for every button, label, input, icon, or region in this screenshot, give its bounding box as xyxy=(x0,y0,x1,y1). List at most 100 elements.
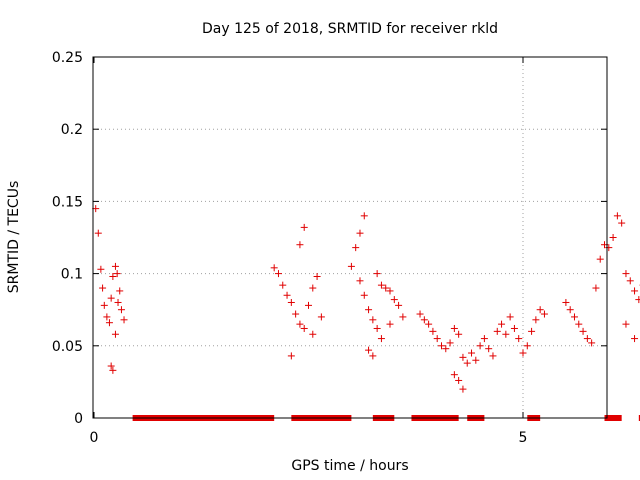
data-point xyxy=(450,371,458,379)
data-point xyxy=(622,270,630,278)
data-point xyxy=(570,313,578,321)
data-point xyxy=(631,335,639,343)
data-point xyxy=(352,244,360,252)
data-point xyxy=(472,356,480,364)
data-point xyxy=(459,353,467,361)
data-point xyxy=(536,306,544,314)
data-point xyxy=(274,270,282,278)
data-point xyxy=(99,284,107,292)
data-point xyxy=(498,320,506,328)
data-point xyxy=(618,219,626,227)
data-point xyxy=(107,294,115,302)
data-point xyxy=(107,362,115,370)
y-tick-label: 0.15 xyxy=(52,194,83,210)
y-tick-label: 0.25 xyxy=(52,50,83,66)
y-tick-label: 0.2 xyxy=(61,122,83,138)
data-point xyxy=(309,284,317,292)
data-point xyxy=(540,310,548,318)
data-point xyxy=(476,342,484,350)
data-point xyxy=(566,306,574,314)
data-point xyxy=(369,316,377,324)
data-point xyxy=(386,287,394,295)
axis-ticks xyxy=(93,56,607,419)
data-point xyxy=(292,310,300,318)
data-point xyxy=(377,281,385,289)
data-point xyxy=(283,291,291,299)
data-point xyxy=(596,255,604,263)
data-point xyxy=(463,359,471,367)
data-point xyxy=(613,212,621,220)
data-point xyxy=(120,316,128,324)
data-point xyxy=(399,313,407,321)
data-point xyxy=(360,212,368,220)
data-point xyxy=(309,330,317,338)
data-point xyxy=(468,349,476,357)
data-point xyxy=(528,327,536,335)
data-point xyxy=(111,262,119,270)
data-point xyxy=(575,320,583,328)
data-point xyxy=(356,229,364,237)
data-point xyxy=(562,298,570,306)
data-point xyxy=(510,324,518,332)
data-point xyxy=(360,291,368,299)
x-tick-label: 0 xyxy=(90,430,99,446)
data-point xyxy=(365,306,373,314)
data-point xyxy=(609,234,617,241)
grid xyxy=(93,57,607,418)
data-point xyxy=(117,306,125,314)
data-point xyxy=(97,265,105,273)
data-point xyxy=(296,241,304,249)
data-point xyxy=(489,352,497,360)
data-point xyxy=(579,327,587,335)
x-tick-labels: 05101520 xyxy=(90,430,528,446)
data-point xyxy=(506,313,514,321)
data-point xyxy=(446,339,454,347)
data-point xyxy=(631,287,639,295)
x-tick-label: 5 xyxy=(519,430,528,446)
data-point xyxy=(296,320,304,328)
y-tick-label: 0.1 xyxy=(61,267,83,283)
data-point xyxy=(287,298,295,306)
data-point xyxy=(109,272,117,280)
data-point xyxy=(305,301,312,309)
data-point xyxy=(588,339,596,347)
data-point xyxy=(373,324,381,332)
data-point xyxy=(532,316,540,324)
data-point xyxy=(270,264,278,272)
data-point xyxy=(515,335,523,343)
data-points xyxy=(92,205,640,393)
data-point xyxy=(519,349,527,357)
data-point xyxy=(622,320,630,328)
data-point xyxy=(592,284,600,292)
plot-frame xyxy=(92,56,608,419)
data-point xyxy=(450,324,458,332)
data-point xyxy=(523,342,531,350)
y-tick-label: 0 xyxy=(74,411,83,427)
data-point xyxy=(347,262,355,270)
data-point xyxy=(300,223,308,231)
data-point xyxy=(635,296,640,304)
data-point xyxy=(395,301,403,309)
data-point xyxy=(626,277,634,285)
data-point xyxy=(279,281,287,289)
y-tick-label: 0.05 xyxy=(52,339,83,355)
data-point xyxy=(114,298,122,306)
data-point xyxy=(116,287,124,295)
data-point xyxy=(386,320,394,328)
data-point xyxy=(455,330,463,338)
data-point xyxy=(100,301,108,309)
chart-title: Day 125 of 2018, SRMTID for receiver rkl… xyxy=(202,21,498,37)
data-point xyxy=(429,327,437,335)
data-point xyxy=(433,335,441,343)
data-point xyxy=(416,310,424,318)
data-point xyxy=(502,330,510,338)
data-point xyxy=(105,319,113,327)
data-point xyxy=(459,385,467,393)
data-point xyxy=(390,296,398,304)
data-point xyxy=(287,352,295,360)
data-point xyxy=(369,352,377,360)
data-point xyxy=(485,345,493,353)
data-point xyxy=(356,277,364,285)
data-point xyxy=(109,366,117,374)
